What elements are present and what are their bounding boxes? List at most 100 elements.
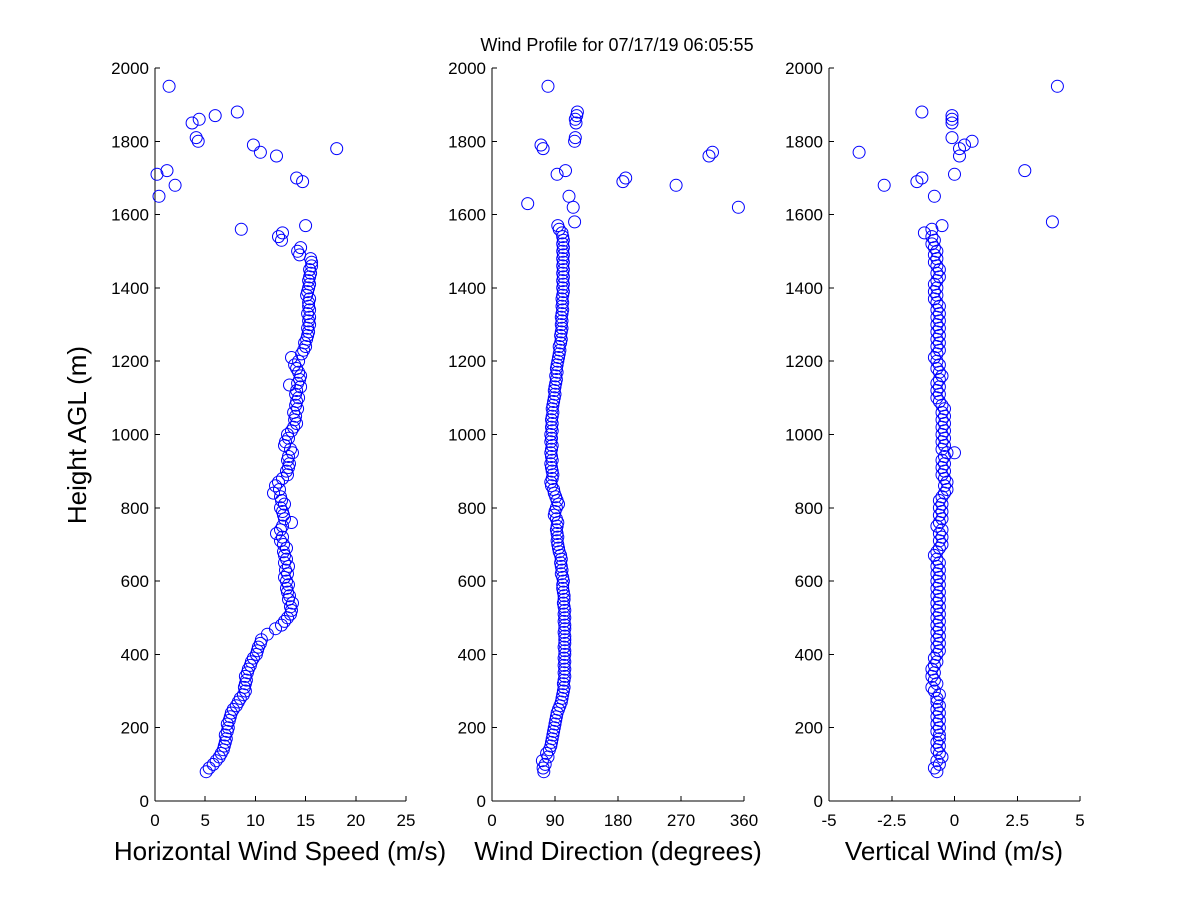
data-point bbox=[294, 369, 308, 383]
x-tick-label: 270 bbox=[667, 811, 695, 830]
data-point bbox=[958, 138, 971, 152]
x-tick-label: 20 bbox=[346, 811, 365, 830]
data-point bbox=[558, 647, 572, 661]
data-point bbox=[945, 116, 959, 130]
data-point bbox=[556, 581, 570, 595]
y-tick-label: 0 bbox=[814, 792, 823, 811]
data-point bbox=[283, 589, 296, 603]
data-point bbox=[280, 464, 293, 478]
data-point bbox=[229, 699, 243, 713]
data-point bbox=[930, 735, 944, 749]
wind-direction-panel: 0 200 400 600 800 1000 1200 1400 1600 1800 2000 0 90… bbox=[448, 59, 762, 866]
data-point bbox=[241, 662, 255, 676]
x-tick-label: 10 bbox=[246, 811, 265, 830]
data-point bbox=[562, 189, 576, 203]
data-point bbox=[270, 149, 283, 163]
y-tick-label: 2000 bbox=[785, 59, 823, 78]
data-point bbox=[185, 116, 199, 130]
figure-title: Wind Profile for 07/17/19 06:05:55 bbox=[480, 35, 753, 55]
data-point bbox=[305, 259, 319, 273]
data-point bbox=[706, 145, 719, 159]
data-point bbox=[277, 538, 290, 551]
data-point bbox=[286, 596, 299, 610]
y-tick-label: 1200 bbox=[448, 352, 486, 371]
y-tick-label: 1600 bbox=[785, 206, 823, 225]
data-point bbox=[289, 409, 303, 423]
data-point bbox=[1045, 215, 1059, 229]
data-point bbox=[285, 351, 298, 364]
data-point bbox=[303, 263, 317, 277]
data-point bbox=[930, 702, 944, 716]
data-point bbox=[536, 142, 550, 156]
y-tick-label: 400 bbox=[458, 645, 486, 664]
y-tick-label: 1000 bbox=[785, 426, 823, 445]
data-point bbox=[284, 600, 297, 614]
x-tick-label: 25 bbox=[397, 811, 416, 830]
data-point bbox=[244, 655, 258, 669]
data-point bbox=[568, 215, 582, 229]
data-point bbox=[965, 134, 979, 148]
data-point bbox=[915, 171, 929, 185]
data-point bbox=[274, 534, 287, 548]
data-point bbox=[253, 145, 267, 159]
x-tick-label: 360 bbox=[730, 811, 758, 830]
data-point bbox=[930, 765, 944, 779]
data-point bbox=[276, 226, 289, 240]
x-tick-label: 15 bbox=[296, 811, 315, 830]
data-point bbox=[568, 131, 582, 145]
y-tick-label: 600 bbox=[121, 572, 149, 591]
data-point bbox=[299, 219, 313, 233]
data-point bbox=[938, 464, 951, 478]
data-point bbox=[292, 354, 306, 368]
data-point bbox=[162, 79, 176, 93]
data-point bbox=[852, 145, 866, 159]
data-point bbox=[276, 505, 289, 518]
data-point bbox=[276, 472, 289, 485]
y-tick-label: 1000 bbox=[111, 426, 149, 445]
y-tick-label: 1200 bbox=[785, 352, 823, 371]
data-point bbox=[570, 105, 584, 119]
data-point bbox=[152, 189, 166, 203]
data-point bbox=[938, 402, 951, 416]
y-axis-label: Height AGL (m) bbox=[62, 346, 92, 524]
data-point bbox=[938, 450, 951, 463]
y-tick-label: 0 bbox=[140, 792, 149, 811]
data-point bbox=[303, 310, 317, 324]
data-point bbox=[150, 167, 164, 181]
y-tick-label: 1400 bbox=[111, 279, 149, 298]
data-point bbox=[290, 395, 304, 408]
data-point bbox=[290, 362, 304, 375]
data-point bbox=[948, 446, 961, 460]
data-point bbox=[294, 241, 308, 255]
data-point bbox=[285, 516, 298, 529]
x-axis-label: Vertical Wind (m/s) bbox=[845, 836, 1063, 866]
data-point bbox=[278, 497, 291, 511]
y-tick-label: 600 bbox=[458, 572, 486, 591]
data-point bbox=[547, 483, 561, 496]
x-axis-label: Horizontal Wind Speed (m/s) bbox=[114, 836, 446, 866]
data-point bbox=[231, 695, 245, 709]
data-point bbox=[246, 138, 260, 152]
data-point bbox=[932, 329, 946, 342]
data-point bbox=[251, 640, 265, 654]
data-point bbox=[945, 131, 959, 145]
y-tick-label: 800 bbox=[795, 499, 823, 518]
data-point bbox=[274, 490, 287, 504]
y-tick-label: 400 bbox=[795, 645, 823, 664]
y-tick-label: 1200 bbox=[111, 352, 149, 371]
y-tick-label: 1800 bbox=[448, 132, 486, 151]
y-tick-label: 800 bbox=[458, 499, 486, 518]
data-point bbox=[935, 530, 949, 544]
data-point bbox=[246, 651, 260, 665]
data-point bbox=[280, 552, 293, 566]
data-point bbox=[279, 435, 292, 449]
data-point bbox=[168, 178, 182, 192]
data-point bbox=[932, 527, 946, 540]
y-tick-label: 200 bbox=[795, 719, 823, 738]
data-point bbox=[925, 237, 939, 251]
data-point bbox=[669, 178, 683, 192]
y-tick-label: 400 bbox=[121, 645, 149, 664]
data-point bbox=[202, 761, 216, 775]
x-tick-label: 0 bbox=[487, 811, 496, 830]
